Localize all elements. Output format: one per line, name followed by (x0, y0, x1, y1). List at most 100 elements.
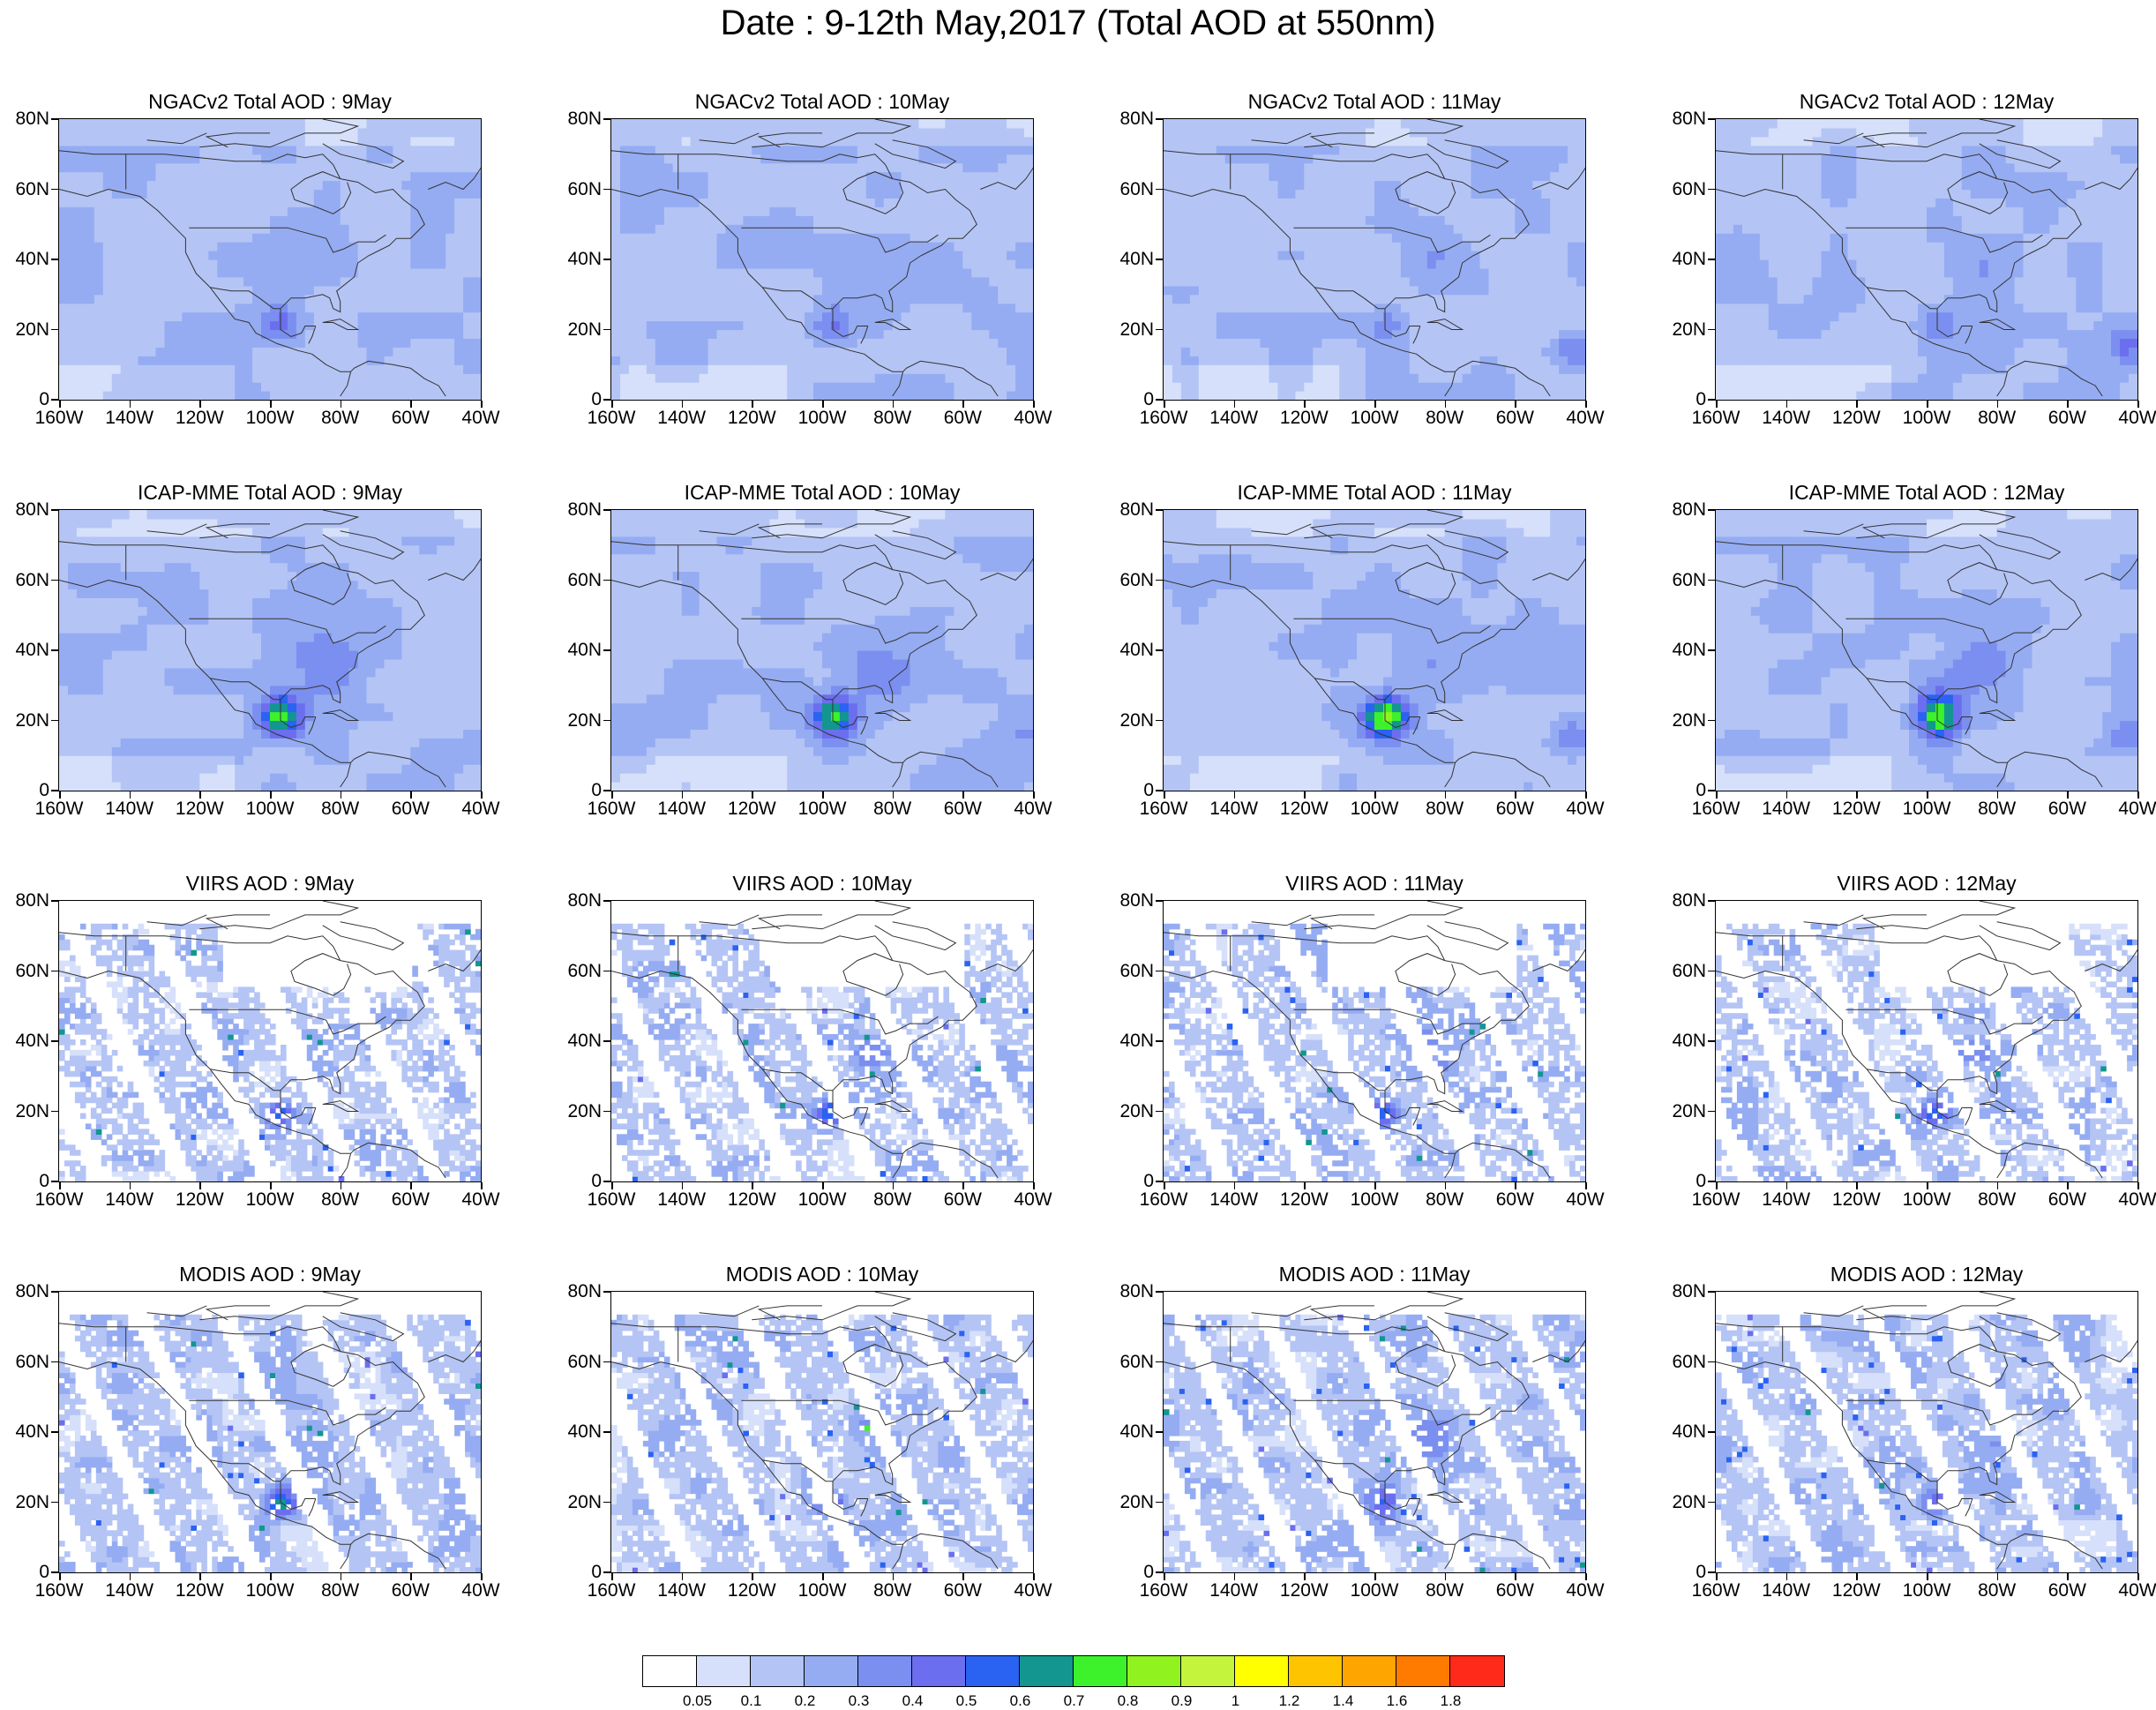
lon-tick-label: 80W (1978, 1189, 2016, 1211)
lat-tick (603, 649, 610, 651)
map-frame (610, 118, 1034, 401)
lat-tick-label: 40N (567, 1421, 602, 1443)
lon-tick (1856, 1182, 1858, 1189)
lat-tick (1708, 790, 1715, 791)
lat-tick (603, 118, 610, 120)
lon-tick (752, 1182, 753, 1189)
lat-tick-label: 20N (1119, 1492, 1154, 1513)
aod-map (59, 901, 481, 1181)
lon-tick-label: 140W (657, 408, 706, 429)
lon-tick (1515, 1573, 1516, 1580)
lon-tick (892, 401, 895, 408)
panel-title: NGACv2 Total AOD : 10May (610, 90, 1034, 114)
lat-tick-label: 20N (1672, 1492, 1706, 1513)
lat-tick (1708, 1040, 1715, 1042)
lat-tick-label: 40N (567, 640, 602, 661)
lon-tick (199, 1573, 201, 1580)
lat-tick (1156, 399, 1163, 401)
lon-tick (481, 791, 483, 799)
lon-tick (2137, 791, 2139, 799)
lon-tick-label: 80W (1426, 408, 1464, 429)
lat-tick (603, 1361, 610, 1362)
lat-tick (603, 1431, 610, 1433)
aod-map (611, 119, 1033, 400)
lat-tick (603, 579, 610, 581)
lon-tick-label: 60W (1496, 799, 1534, 820)
lat-tick (603, 1501, 610, 1503)
lat-tick (1708, 118, 1715, 120)
map-frame (1715, 900, 2138, 1182)
lon-tick (1996, 1182, 1999, 1189)
lat-tick (51, 970, 58, 971)
lon-tick-label: 40W (1014, 1189, 1052, 1211)
coastlines (59, 901, 481, 1179)
lat-tick-label: 80N (567, 499, 602, 521)
map-frame (58, 118, 482, 401)
lon-tick (481, 1182, 483, 1189)
lon-tick (270, 401, 272, 408)
lon-tick-label: 100W (246, 408, 295, 429)
lon-tick-label: 40W (461, 799, 499, 820)
lat-tick (51, 1501, 58, 1503)
lat-tick-label: 0 (1143, 389, 1154, 410)
lat-tick (51, 649, 58, 651)
lat-tick-label: 40N (15, 640, 49, 661)
colorbar-label: 1.8 (1441, 1692, 1462, 1710)
colorbar-label: 1 (1231, 1692, 1239, 1710)
lon-tick-label: 160W (1692, 408, 1741, 429)
lon-tick-label: 120W (728, 1189, 776, 1211)
lon-tick (270, 791, 272, 799)
lon-tick-label: 140W (1209, 799, 1258, 820)
lat-tick-label: 80N (15, 1281, 49, 1302)
lat-tick-label: 60N (567, 961, 602, 982)
lon-tick (1374, 791, 1376, 799)
lat-tick (1708, 259, 1715, 260)
lon-tick (2067, 401, 2069, 408)
lat-tick (51, 1361, 58, 1362)
lat-tick-label: 60N (1672, 961, 1706, 982)
map-frame (1163, 509, 1586, 791)
aod-field (611, 510, 1033, 791)
lat-tick-label: 0 (1143, 1562, 1154, 1583)
lat-tick (51, 790, 58, 791)
lon-tick-label: 140W (1762, 799, 1810, 820)
lat-tick (1708, 900, 1715, 902)
panel-title: ICAP-MME Total AOD : 11May (1163, 481, 1586, 505)
aod-map (1716, 119, 2137, 400)
lon-tick (1033, 1182, 1035, 1189)
map-panel: NGACv2 Total AOD : 12May 80N 60N 40N 20N 0 160… (1672, 90, 2156, 428)
lat-tick (1156, 188, 1163, 190)
lon-tick (1515, 401, 1516, 408)
lat-tick (51, 719, 58, 721)
lat-tick (1156, 118, 1163, 120)
lat-tick-label: 0 (1143, 1171, 1154, 1192)
lon-tick (822, 1182, 824, 1189)
lon-tick (481, 401, 483, 408)
aod-field (1164, 1314, 1585, 1572)
lon-tick (1233, 791, 1236, 799)
map-frame (1715, 1291, 2138, 1573)
lon-tick (1716, 1182, 1718, 1189)
lon-tick-label: 140W (1762, 1189, 1810, 1211)
lat-tick (1156, 1501, 1163, 1503)
aod-field (1716, 923, 2137, 1181)
lon-tick (59, 1182, 61, 1189)
lon-tick (611, 791, 613, 799)
aod-map (1716, 1292, 2137, 1572)
lon-tick (962, 401, 964, 408)
lon-tick (129, 401, 131, 408)
lat-tick-label: 80N (1119, 109, 1154, 130)
lat-tick-label: 60N (567, 570, 602, 591)
colorbar-label: 0.6 (1010, 1692, 1031, 1710)
lat-tick-label: 60N (1119, 1352, 1154, 1373)
lon-tick (1996, 1573, 1999, 1580)
colorbar-swatch (697, 1656, 751, 1686)
lon-tick-label: 100W (1351, 799, 1399, 820)
lon-tick (1585, 401, 1587, 408)
lat-tick-label: 60N (567, 179, 602, 200)
coastlines (1716, 901, 2137, 1179)
lon-tick-label: 100W (798, 1189, 847, 1211)
lon-tick-label: 120W (176, 799, 224, 820)
lon-tick-label: 60W (1496, 408, 1534, 429)
lat-tick (1708, 1361, 1715, 1362)
